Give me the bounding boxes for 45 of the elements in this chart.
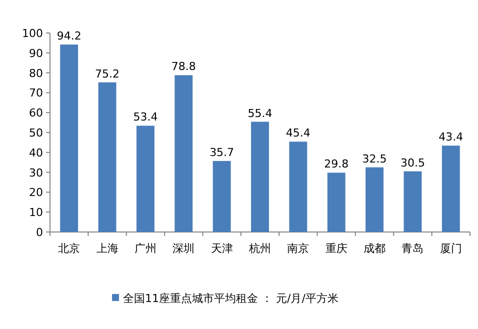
data-label: 53.4 (133, 110, 158, 124)
data-label: 55.4 (248, 106, 272, 120)
x-tick-label: 杭州 (248, 242, 271, 255)
x-tick-label: 南京 (287, 242, 310, 255)
data-label: 75.2 (95, 67, 120, 80)
bar (442, 146, 460, 232)
bar (60, 44, 78, 232)
x-tick-label: 成都 (364, 242, 386, 255)
x-tick-label: 天津 (210, 242, 233, 255)
data-label: 32.5 (362, 152, 387, 166)
data-label: 78.8 (171, 60, 196, 74)
y-tick-label: 90 (29, 46, 43, 60)
data-label: 94.2 (56, 30, 82, 43)
y-tick-label: 30 (29, 166, 43, 180)
bar (136, 126, 154, 232)
x-tick-label: 厦门 (440, 242, 462, 255)
x-tick-label: 重庆 (325, 242, 348, 255)
data-label: 30.5 (400, 156, 425, 170)
data-label: 29.8 (324, 158, 349, 171)
y-tick-label: 70 (29, 86, 43, 100)
y-tick-label: 20 (29, 186, 43, 200)
x-tick-label: 上海 (96, 242, 118, 255)
y-tick-label: 100 (22, 27, 43, 40)
bar (366, 167, 384, 232)
bar (251, 122, 269, 232)
bar (174, 75, 193, 232)
y-tick-label: 50 (29, 126, 43, 140)
legend: 全国11座重点城市平均租金 ： 元/月/平方米 (112, 292, 338, 305)
bar (212, 160, 231, 232)
data-label: 45.4 (286, 126, 310, 140)
x-tick-label: 深圳 (172, 242, 195, 255)
y-tick-label: 80 (29, 66, 43, 80)
x-tick-label: 青岛 (402, 242, 424, 255)
y-tick-label: 60 (29, 106, 43, 120)
y-tick-label: 10 (29, 206, 43, 220)
bar (327, 172, 346, 232)
bar (289, 142, 308, 232)
x-tick-label: 北京 (58, 242, 80, 255)
data-label: 43.4 (438, 130, 464, 144)
bar (98, 82, 116, 232)
bar (404, 171, 422, 232)
data-label: 35.7 (210, 146, 234, 159)
y-tick-label: 40 (29, 146, 43, 160)
y-tick-label: 0 (36, 226, 43, 239)
x-tick-label: 广州 (134, 242, 156, 255)
